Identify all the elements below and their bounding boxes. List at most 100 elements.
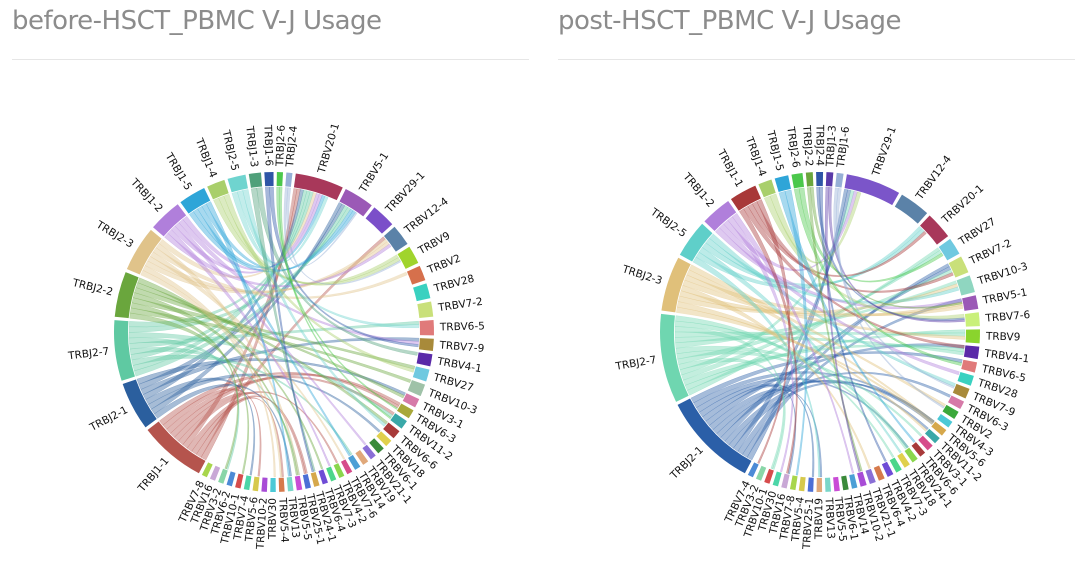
chord-ribbon (150, 251, 346, 460)
segment-arc (310, 471, 320, 487)
chord-ribbon (719, 223, 960, 376)
segment-label: TRBJ2-5 (647, 206, 688, 240)
segment-arc (957, 371, 974, 386)
segment-arc (789, 475, 798, 491)
label-layer: TRBJ1-1TRBJ2-1TRBJ2-7TRBJ2-2TRBJ2-3TRBJ1… (67, 122, 485, 551)
segment-label: TRBJ2-3 (93, 218, 135, 250)
segment-arc (964, 312, 980, 327)
chord-ribbon (675, 280, 957, 349)
segment-label: TRBV4-1 (435, 355, 482, 375)
segment-label: TRBJ1-6 (261, 124, 274, 167)
segment-arc (911, 442, 926, 457)
chord-ribbon (164, 233, 392, 288)
chord-ribbon (683, 344, 965, 386)
segment-arc (937, 413, 953, 428)
chord-ribbon (752, 201, 954, 293)
segment-arc (285, 172, 293, 187)
segment-arc (340, 459, 353, 475)
segment-arc (226, 471, 236, 487)
chord-ribbon (250, 187, 316, 472)
segment-arc (764, 468, 774, 484)
chord-ribbon (242, 189, 387, 427)
segment-arc (772, 471, 782, 487)
segment-arc (774, 175, 791, 192)
chord-ribbon (798, 187, 944, 283)
segment-arc (293, 173, 343, 201)
title-divider (558, 59, 1075, 60)
segment-arc (704, 200, 737, 232)
chart-title: post-HSCT_PBMC V-J Usage (558, 6, 902, 36)
segment-label: TRBJ1-6 (835, 125, 852, 169)
segment-arc (235, 473, 244, 489)
panel-before: before-HSCT_PBMC V-J Usage TRBJ1-1 TRBJ2-… (12, 0, 529, 577)
arc-layer (114, 172, 434, 492)
segment-label: TRBJ2-1 (87, 404, 130, 434)
segment-label: TRBJ2-5 (219, 128, 241, 172)
segment-arc (661, 257, 691, 313)
chord-ribbon (835, 187, 945, 409)
ribbon-layer (674, 186, 966, 478)
segment-arc (333, 463, 345, 479)
chord-ribbon (152, 247, 408, 299)
segment-label: TRBV5-6 (243, 496, 260, 543)
segment-arc (227, 174, 248, 193)
segment-label: TRBV13 (822, 496, 836, 539)
segment-arc (677, 398, 752, 474)
segment-arc (261, 477, 268, 492)
segment-arc (402, 393, 420, 408)
segment-arc (897, 452, 910, 468)
chord-ribbon (692, 256, 821, 478)
chord-ribbon (688, 264, 946, 407)
segment-arc (952, 383, 970, 399)
segment-arc (383, 422, 400, 439)
segment-label: TRBV5-4 (276, 497, 290, 544)
segment-arc (218, 468, 228, 484)
chord-ribbon (698, 247, 902, 454)
chord-ribbon (136, 358, 406, 396)
chord-ribbon (223, 193, 415, 373)
chord-ribbon (286, 187, 402, 285)
segment-arc (965, 329, 980, 344)
chord-ribbon (145, 377, 255, 476)
segment-arc (153, 204, 187, 237)
chord-ribbon (128, 191, 314, 328)
segment-arc (276, 172, 284, 187)
segment-arc (407, 380, 426, 397)
chord-ribbon (182, 188, 301, 449)
segment-arc (857, 471, 867, 487)
chord-ribbon (674, 336, 964, 356)
segment-arc (730, 185, 761, 211)
chord-ribbon (182, 194, 323, 271)
segment-label: TRBV20-1 (939, 183, 986, 227)
segment-label: TRBV28 (432, 273, 476, 295)
segment-label: TRBV20-1 (316, 122, 343, 176)
chord-ribbon (142, 189, 304, 400)
segment-arc (365, 207, 393, 234)
chord-ribbon (200, 188, 298, 461)
segment-label: TRBV5-1 (981, 287, 1028, 307)
segment-label: TRBJ1-4 (193, 136, 220, 180)
segment-label: TRBJ1-4 (743, 135, 769, 179)
chord-ribbon (171, 193, 320, 274)
chord-ribbon (269, 186, 419, 348)
segment-arc (419, 320, 434, 336)
chord-ribbon (174, 222, 367, 446)
chord-ribbon (206, 201, 291, 477)
segment-arc (920, 215, 949, 245)
segment-label: TRBV9 (416, 230, 453, 258)
panel-after: post-HSCT_PBMC V-J Usage TRBJ2-1 TRBJ2-7 T… (558, 0, 1075, 577)
segment-arc (114, 272, 139, 319)
segment-label: TRBJ1-5 (764, 129, 786, 173)
segment-arc (207, 179, 229, 200)
segment-arc (418, 338, 434, 351)
segment-arc (122, 379, 157, 428)
segment-arc (833, 476, 840, 492)
segment-label: TRBV7-9 (438, 339, 485, 355)
segment-arc (126, 229, 162, 275)
segment-arc (844, 174, 900, 206)
segment-arc (747, 462, 759, 478)
chord-ribbon (128, 337, 240, 470)
segment-label: TRBV30 (267, 498, 279, 540)
segment-arc (963, 345, 980, 360)
segment-arc (243, 475, 252, 491)
